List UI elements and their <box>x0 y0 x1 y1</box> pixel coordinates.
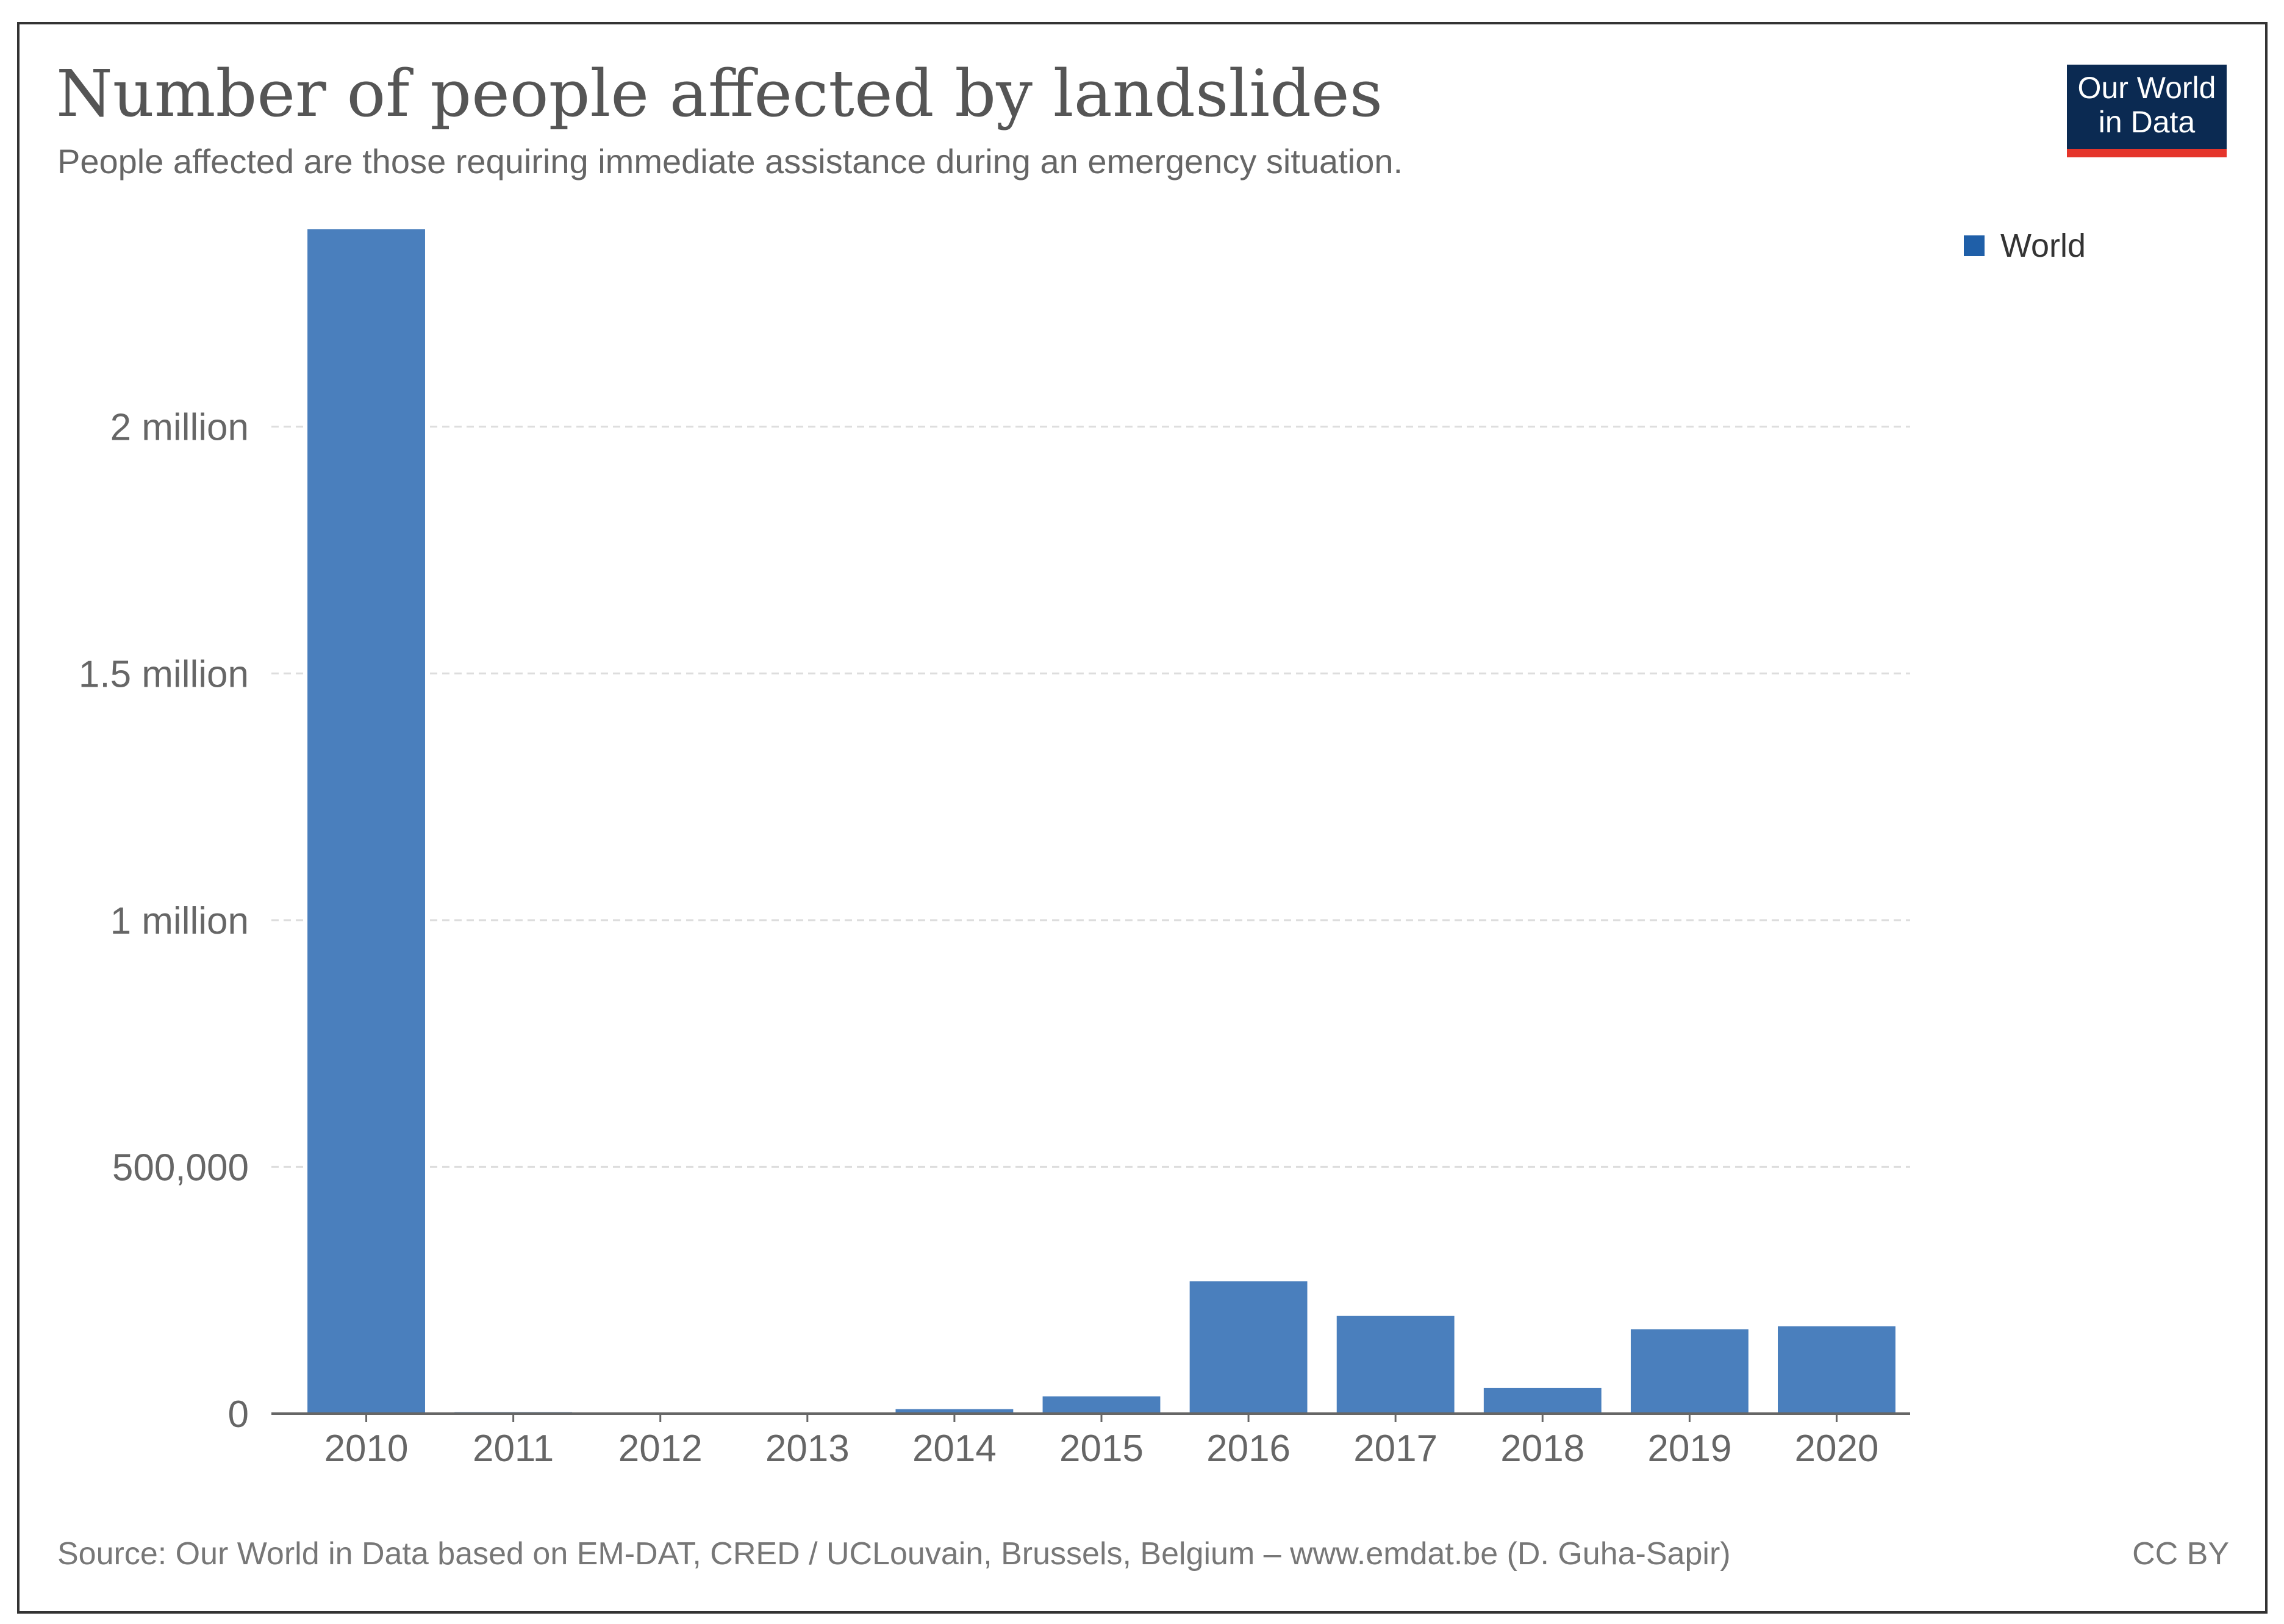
y-tick-label: 1 million <box>110 900 249 942</box>
license-label: CC BY <box>2132 1536 2229 1572</box>
y-tick-label: 1.5 million <box>79 653 249 695</box>
bar-2018 <box>1483 1387 1602 1414</box>
x-tick-label: 2011 <box>473 1428 554 1470</box>
bar-2010 <box>307 229 425 1414</box>
x-tick-label: 2018 <box>1500 1428 1584 1470</box>
x-tick-label: 2013 <box>765 1428 850 1470</box>
logo-line-1: Our World <box>2077 71 2216 105</box>
x-tick-label: 2014 <box>912 1428 997 1470</box>
legend-swatch-icon <box>1964 235 1985 256</box>
x-tick-label: 2012 <box>618 1428 703 1470</box>
legend-label: World <box>2000 227 2086 264</box>
x-tick-label: 2010 <box>324 1428 409 1470</box>
x-tick-label: 2015 <box>1059 1428 1144 1470</box>
y-tick-label: 0 <box>228 1393 249 1436</box>
source-note: Source: Our World in Data based on EM-DA… <box>57 1536 1731 1572</box>
bar-2015 <box>1042 1396 1161 1414</box>
legend-item-world[interactable]: World <box>1964 227 2086 265</box>
bar-2016 <box>1189 1281 1308 1414</box>
chart-subtitle: People affected are those requiring imme… <box>57 142 1403 181</box>
bar-2014 <box>895 1409 1014 1414</box>
y-tick-label: 2 million <box>110 407 249 449</box>
bar-2019 <box>1630 1329 1749 1414</box>
x-tick-label: 2017 <box>1353 1428 1437 1470</box>
bar-2020 <box>1778 1326 1896 1414</box>
bar-2017 <box>1336 1315 1455 1414</box>
y-tick-label: 500,000 <box>112 1146 249 1189</box>
x-tick-label: 2019 <box>1647 1428 1731 1470</box>
logo-line-2: in Data <box>2098 105 2196 139</box>
our-world-in-data-logo[interactable]: Our World in Data <box>2067 65 2227 157</box>
x-tick-label: 2016 <box>1206 1428 1291 1470</box>
x-tick-label: 2020 <box>1794 1428 1878 1470</box>
chart-title: Number of people affected by landslides <box>56 56 1383 131</box>
